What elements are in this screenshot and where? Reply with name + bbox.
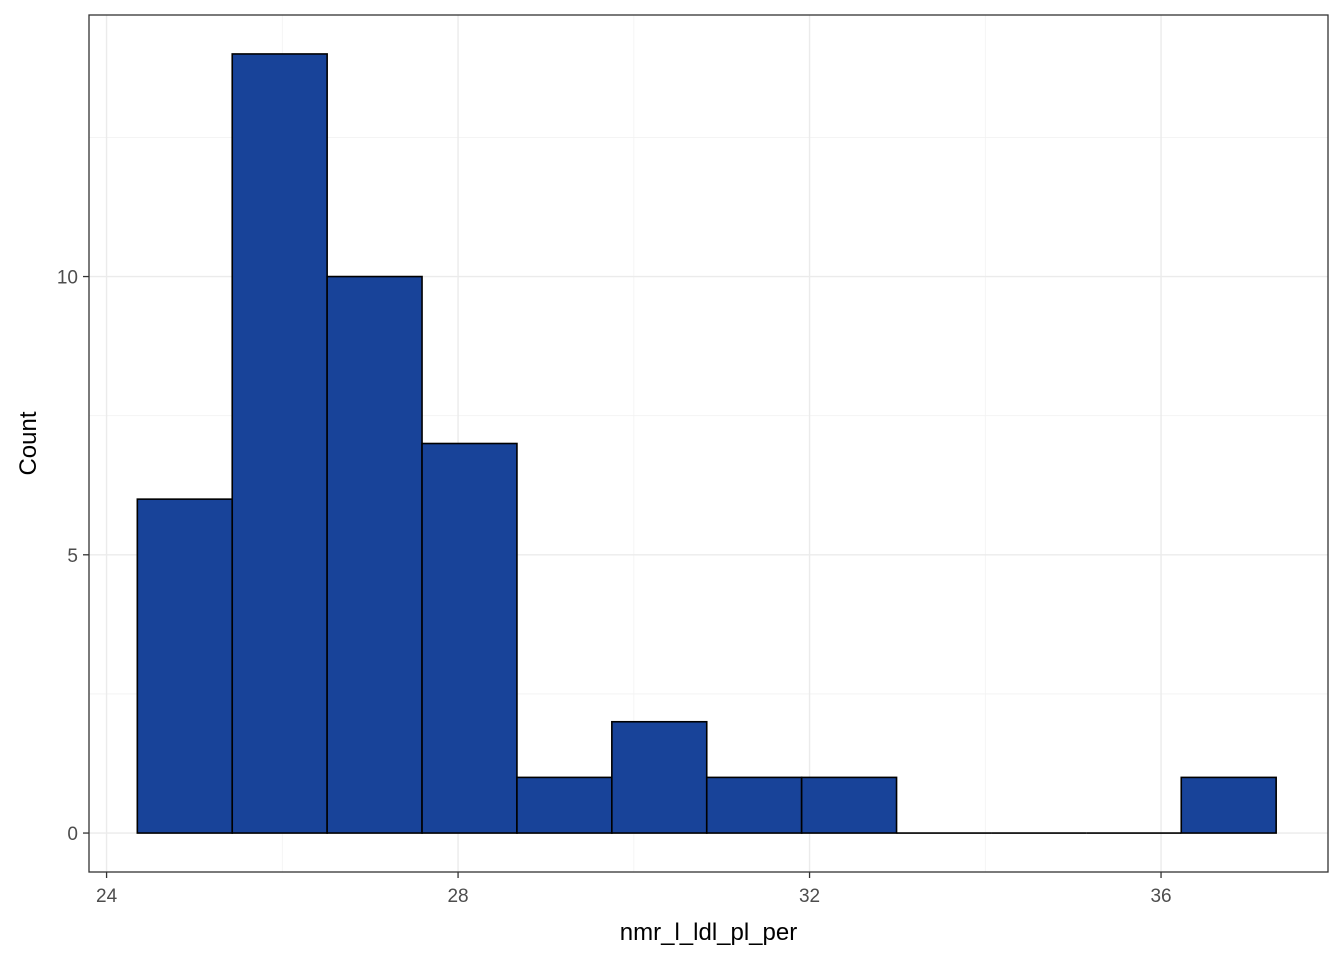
histogram-bars bbox=[136, 53, 1277, 834]
x-axis-title: nmr_l_ldl_pl_per bbox=[620, 919, 797, 946]
histogram-bar bbox=[516, 776, 613, 834]
histogram-bar bbox=[421, 442, 518, 834]
histogram-bar bbox=[231, 53, 328, 834]
x-tick-label: 36 bbox=[1150, 886, 1171, 907]
histogram-bar bbox=[136, 498, 234, 834]
x-axis: 24 28 32 36 bbox=[96, 872, 1172, 907]
y-axis-title: Count bbox=[15, 411, 42, 475]
histogram-bar bbox=[705, 776, 803, 834]
histogram-bar bbox=[611, 720, 708, 834]
histogram-bar bbox=[800, 776, 898, 834]
y-tick-label: 0 bbox=[67, 824, 78, 845]
y-tick-label: 10 bbox=[57, 268, 78, 289]
histogram-bar bbox=[1180, 776, 1277, 834]
y-axis: 0 5 10 bbox=[57, 268, 89, 845]
x-tick-label: 28 bbox=[447, 886, 468, 907]
x-tick-label: 24 bbox=[96, 886, 118, 907]
y-tick-label: 5 bbox=[67, 546, 78, 567]
panel-border bbox=[88, 14, 1329, 873]
histogram-bar bbox=[326, 275, 423, 834]
x-tick-label: 32 bbox=[799, 886, 820, 907]
